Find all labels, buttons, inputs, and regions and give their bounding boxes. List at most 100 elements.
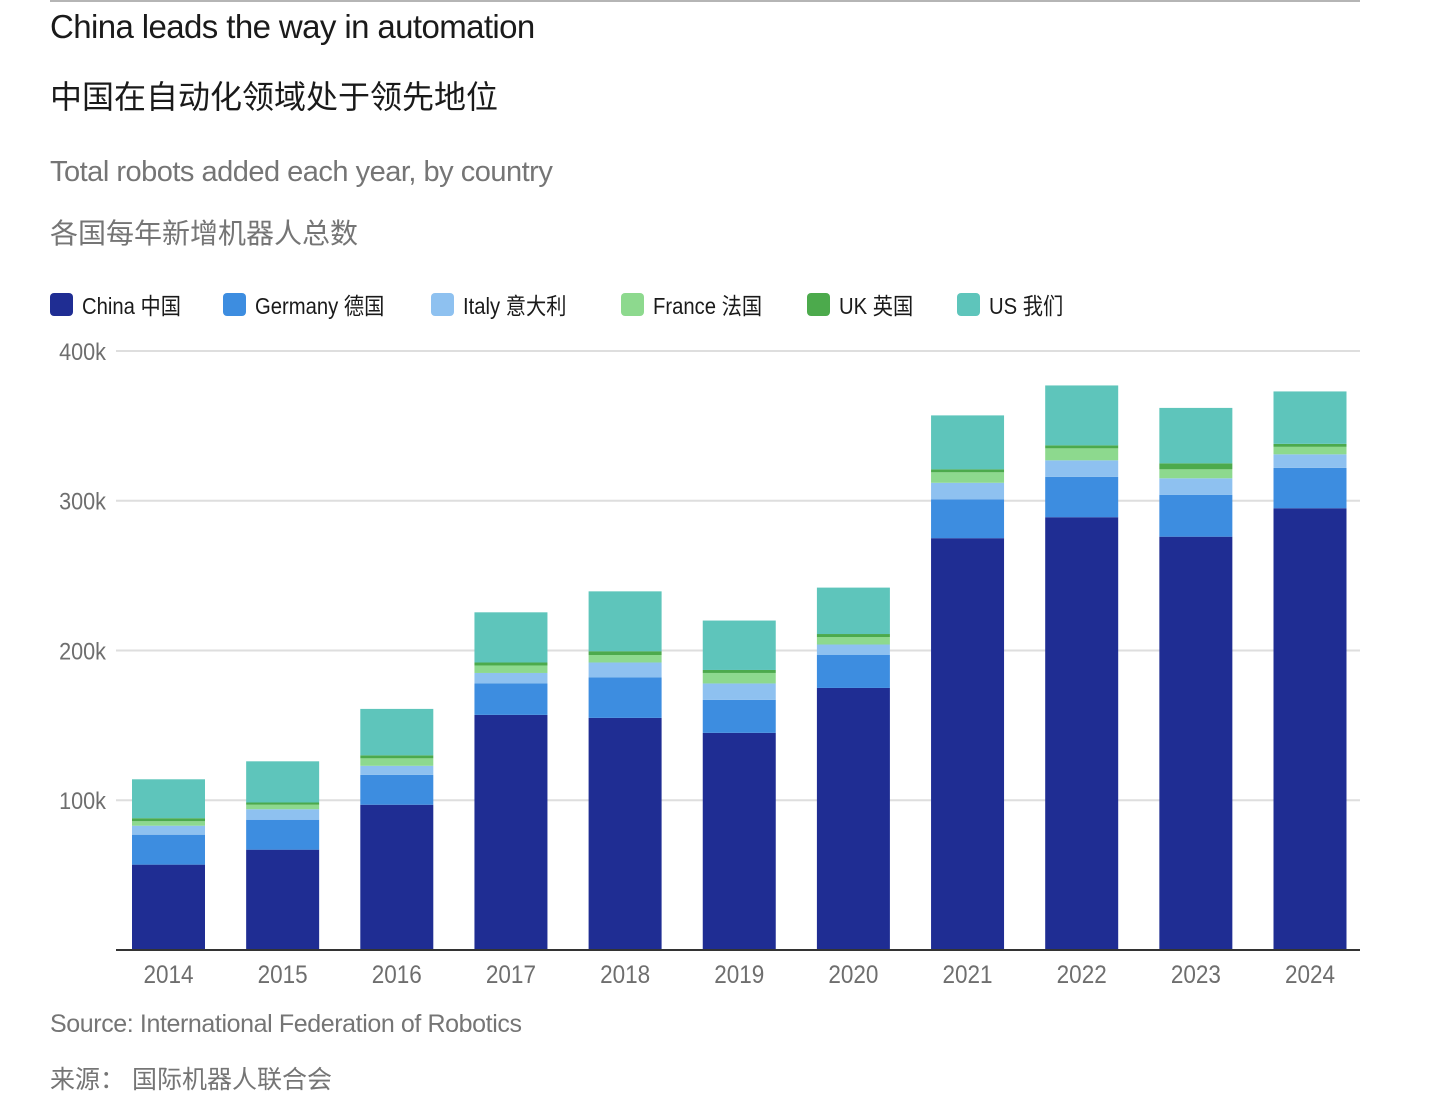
bar-segment-uk-2021 [931,469,1005,473]
legend-label-italy: Italy 意大利 [463,293,567,319]
bar-segment-uk-2022 [1045,445,1119,449]
legend-item-germany: Germany 德国 [223,287,409,321]
bar-stack-2024 [1273,391,1347,950]
bar-segment-italy-2020 [816,644,890,655]
legend-item-italy: Italy 意大利 [431,287,599,321]
top-rule [50,0,1360,2]
legend-swatch-italy [431,292,454,316]
chart-title: China leads the way in automation [50,8,535,45]
bar-segment-germany-2019 [702,699,776,733]
bar-segment-france-2023 [1159,469,1233,479]
legend-label-us: US 我们 [989,293,1064,319]
bar-stack-2020 [816,587,890,950]
legend-swatch-germany [223,292,246,316]
legend-item-china: China 中国 [50,287,201,321]
legend-label-france: France 法国 [653,293,763,319]
bar-segment-us-2017 [474,612,548,663]
bar-segment-italy-2018 [588,662,662,678]
bar-segment-uk-2015 [246,802,320,805]
x-tick-label: 2016 [372,961,422,989]
bar-segment-us-2022 [1045,385,1119,446]
bar-segment-italy-2023 [1159,478,1233,495]
bar-segment-france-2021 [931,472,1005,483]
bar-stack-2019 [702,620,776,950]
bar-segment-us-2018 [588,591,662,652]
bar-segment-germany-2018 [588,677,662,718]
bar-segment-us-2016 [360,708,434,756]
bar-segment-china-2024 [1273,508,1347,950]
bar-segment-uk-2020 [816,634,890,638]
x-tick-label: 2019 [714,961,764,989]
bar-segment-china-2019 [702,732,776,950]
bar-segment-germany-2020 [816,654,890,688]
y-axis-tick-labels: 100k 200k 300k 400k [59,338,106,815]
bars [132,385,1347,950]
bar-segment-us-2014 [132,779,205,819]
source-note: Source: International Federation of Robo… [50,1010,522,1038]
x-tick-label: 2018 [600,961,650,989]
bar-segment-germany-2023 [1159,494,1233,537]
bar-stack-2016 [360,708,434,950]
bar-segment-italy-2024 [1273,454,1347,468]
bar-segment-us-2021 [931,415,1005,470]
bar-segment-italy-2014 [132,825,205,835]
bar-segment-france-2014 [132,821,205,826]
bar-segment-france-2018 [588,654,662,663]
x-tick-label: 2022 [1057,961,1107,989]
bar-segment-china-2015 [246,849,320,950]
bar-segment-us-2020 [816,587,890,635]
bar-stack-2018 [588,591,662,950]
bar-segment-france-2019 [702,672,776,684]
bar-segment-germany-2017 [474,683,548,715]
bar-segment-china-2018 [588,717,662,950]
bar-segment-china-2017 [474,714,548,950]
legend-item-us: US 我们 [957,287,1089,321]
legend-swatch-france [621,292,644,316]
chart-subtitle: Total robots added each year, by country [50,156,553,188]
source-note-chinese: 来源： 国际机器人联合会 [50,1066,332,1094]
x-tick-label: 2014 [143,961,193,989]
bar-segment-italy-2022 [1045,460,1119,477]
chart-subtitle-chinese: 各国每年新增机器人总数 [50,218,359,249]
legend-label-germany: Germany 德国 [255,293,385,319]
y-tick-label: 400k [59,338,106,365]
bar-segment-china-2022 [1045,517,1119,950]
bar-segment-china-2023 [1159,536,1233,950]
bar-segment-italy-2017 [474,672,548,684]
bar-segment-france-2024 [1273,446,1347,455]
bar-segment-china-2020 [816,687,890,950]
legend-swatch-china [50,292,73,316]
x-tick-label: 2024 [1285,961,1335,989]
legend-item-uk: UK 英国 [807,287,935,321]
bar-segment-us-2024 [1273,391,1347,444]
bar-segment-us-2023 [1159,407,1233,464]
legend-label-china: China 中国 [82,293,181,319]
bar-segment-uk-2014 [132,818,205,822]
bar-segment-france-2017 [474,665,548,673]
bar-stack-2023 [1159,407,1233,950]
bar-segment-uk-2023 [1159,463,1233,470]
x-tick-label: 2021 [943,961,993,989]
bar-segment-germany-2021 [931,499,1005,539]
bar-segment-italy-2021 [931,482,1005,500]
bar-segment-italy-2016 [360,765,434,775]
bar-segment-china-2021 [931,538,1005,950]
bar-segment-uk-2017 [474,662,548,666]
bar-stack-2017 [474,612,548,950]
bar-segment-italy-2015 [246,809,320,820]
bar-segment-us-2019 [702,620,776,670]
bar-segment-uk-2016 [360,755,434,759]
x-tick-label: 2020 [828,961,878,989]
bar-segment-uk-2024 [1273,443,1347,447]
bar-stack-2015 [246,761,320,950]
bar-segment-france-2015 [246,804,320,810]
x-axis-tick-labels: 2014 2015 2016 2017 2018 2019 2020 2021 2022 2023… [143,961,1335,989]
bar-stack-2022 [1045,385,1119,950]
legend-label-uk: UK 英国 [839,293,914,319]
legend-swatch-us [957,292,980,316]
bar-segment-france-2022 [1045,448,1119,461]
legend: China 中国 Germany 德国 Italy 意大利 France 法国 … [50,288,1111,320]
bar-segment-uk-2019 [702,669,776,673]
bar-segment-china-2014 [132,864,205,950]
bar-segment-france-2016 [360,758,434,766]
